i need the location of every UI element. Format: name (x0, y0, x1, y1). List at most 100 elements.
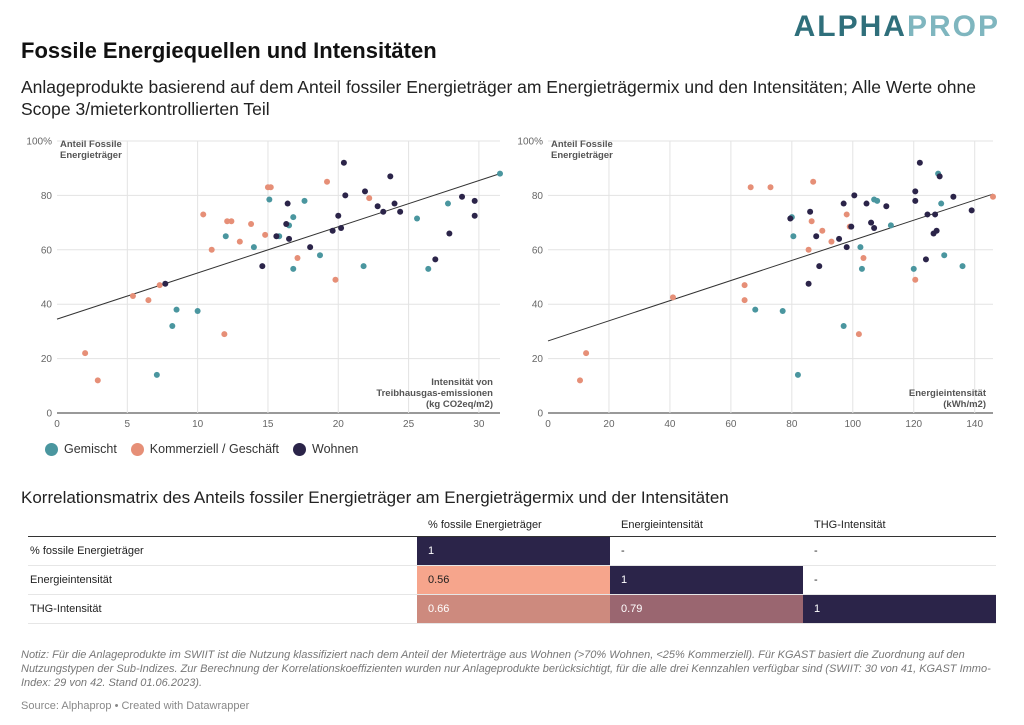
scatter-point (222, 233, 229, 240)
scatter-point (294, 254, 301, 261)
x-tick-label: 5 (125, 419, 131, 430)
scatter-point (208, 246, 215, 253)
scatter-point (194, 308, 201, 314)
scatter-point (129, 293, 136, 300)
matrix-title: Korrelationsmatrix des Anteils fossiler … (21, 488, 729, 507)
matrix-cell: 0.56 (417, 565, 610, 595)
y-tick-label: 20 (41, 354, 53, 365)
scatter-point (283, 220, 290, 227)
y-tick-label: 20 (532, 354, 544, 365)
x-tick-label: 100 (844, 419, 861, 430)
scatter-point (307, 244, 314, 251)
scatter-point (290, 265, 297, 272)
scatter-point (938, 200, 945, 207)
scatter-point (932, 211, 939, 218)
matrix-row-label: % fossile Energieträger (28, 536, 417, 566)
scatter-point (497, 170, 503, 177)
scatter-point (273, 233, 280, 240)
scatter-point (290, 214, 297, 221)
y-tick-label: 100% (517, 137, 543, 148)
scatter-point (810, 178, 817, 185)
x-tick-label: 20 (603, 419, 615, 430)
scatter-point (871, 225, 878, 232)
chart-legend: Gemischt Kommerziell / Geschäft Wohnen (45, 442, 372, 456)
scatter-point (361, 188, 368, 195)
x-tick-label: 140 (966, 419, 983, 430)
scatter-point (916, 159, 923, 166)
scatter-point (335, 212, 342, 219)
scatter-point (145, 297, 152, 304)
scatter-point (805, 280, 812, 287)
scatter-point (414, 215, 421, 222)
y-tick-label: 80 (41, 191, 53, 202)
legend-label: Gemischt (64, 442, 117, 456)
scatter-point (808, 218, 815, 225)
scatter-point (583, 350, 590, 357)
legend-item-kommerziell: Kommerziell / Geschäft (130, 442, 279, 456)
matrix-row: THG-Intensität 0.66 0.79 1 (28, 594, 996, 624)
page-subtitle: Anlageprodukte basierend auf dem Anteil … (21, 77, 976, 119)
scatter-point (342, 192, 349, 199)
scatter-point (767, 184, 774, 191)
scatter-point (819, 227, 826, 234)
y-tick-label: 60 (41, 245, 53, 256)
scatter-point (397, 208, 404, 215)
scatter-point (816, 263, 823, 270)
correlation-matrix: % fossile Energieträger Energieintensitä… (28, 513, 996, 624)
scatter-point (836, 235, 843, 242)
scatter-point (387, 173, 394, 180)
scatter-point (863, 200, 870, 207)
scatter-point (933, 227, 940, 234)
y-tick-label: 60 (532, 245, 544, 256)
x-tick-label: 30 (473, 419, 485, 430)
scatter-point (887, 222, 894, 229)
scatter-point (779, 308, 786, 314)
scatter-point (82, 350, 89, 357)
legend-item-wohnen: Wohnen (293, 442, 358, 456)
scatter-point (286, 235, 293, 242)
scatter-point (360, 263, 367, 270)
x-tick-label: 15 (262, 419, 274, 430)
scatter-point (94, 377, 101, 384)
scatter-point (162, 280, 169, 287)
scatter-point (338, 225, 345, 232)
scatter-point (741, 297, 748, 304)
x-tick-label: 60 (725, 419, 737, 430)
scatter-point (805, 246, 812, 253)
scatter-point (968, 207, 975, 214)
scatter-point (855, 331, 862, 338)
scatter-point (329, 227, 336, 234)
y-axis-label: Anteil Fossile (60, 139, 122, 150)
scatter-point (860, 254, 867, 261)
scatter-point (200, 211, 207, 218)
scatter-point (169, 322, 176, 329)
x-tick-label: 10 (192, 419, 204, 430)
matrix-cell: - (803, 536, 996, 566)
y-tick-label: 80 (532, 191, 544, 202)
scatter-chart-thg: 0 20 40 60 80 100% 0 5 10 15 20 25 30 Anteil FossileE… (26, 137, 503, 430)
x-tick-label: 120 (905, 419, 922, 430)
scatter-point (374, 203, 381, 210)
matrix-cell: 0.66 (417, 594, 610, 624)
x-tick-label: 0 (545, 419, 551, 430)
x-tick-label: 80 (786, 419, 798, 430)
scatter-point (669, 294, 676, 301)
legend-label: Wohnen (312, 442, 359, 456)
scatter-point (747, 184, 754, 191)
scatter-point (250, 244, 257, 251)
scatter-point (787, 215, 794, 222)
legend-dot (45, 442, 58, 456)
x-axis-label: (kg CO2eq/m2) (426, 399, 493, 410)
x-tick-label: 40 (664, 419, 676, 430)
matrix-cell: 0.79 (610, 594, 803, 624)
scatter-point (366, 195, 373, 202)
scatter-point (950, 193, 957, 200)
scatter-point (840, 322, 847, 329)
matrix-header-cell: THG-Intensität (803, 513, 996, 537)
y-tick-label: 100% (26, 137, 52, 148)
legend-item-gemischt: Gemischt (45, 442, 117, 456)
scatter-point (324, 178, 331, 185)
x-tick-label: 20 (333, 419, 345, 430)
scatter-point (577, 377, 584, 384)
scatter-point (924, 211, 931, 218)
